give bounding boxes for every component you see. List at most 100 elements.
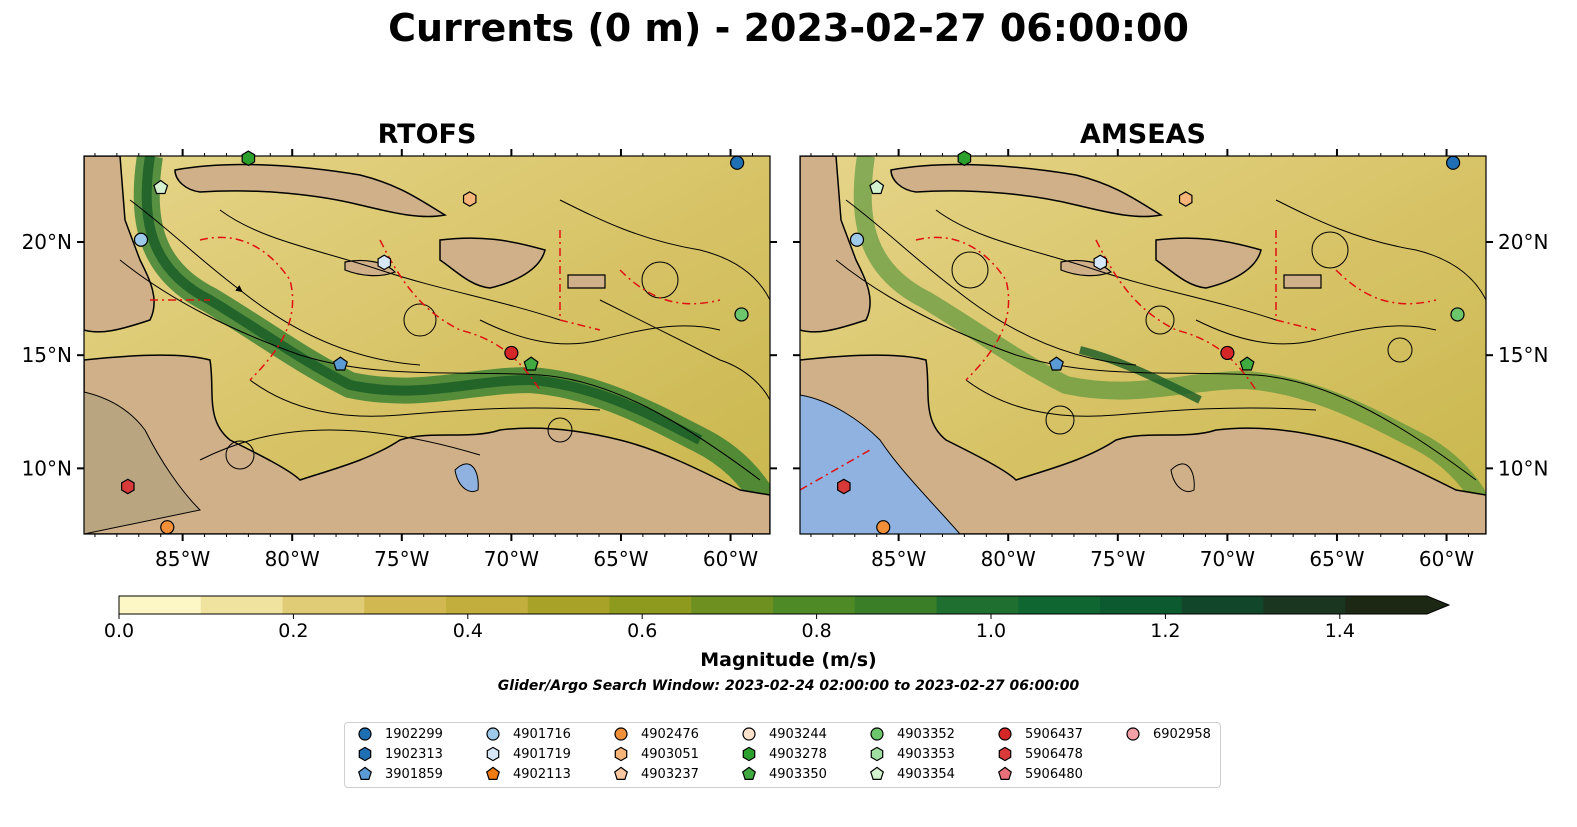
x-tick-label: 65°W — [1309, 547, 1364, 571]
colorbar-segment — [691, 596, 774, 614]
float-marker-4902476 — [160, 520, 175, 535]
legend-marker-circle-icon — [614, 727, 628, 741]
caribbean-current-band — [853, 156, 1486, 515]
legend-label: 4903354 — [897, 766, 955, 782]
x-tick-label: 85°W — [155, 547, 210, 571]
legend-marker-shape — [870, 727, 884, 741]
puerto-rico-land — [1283, 274, 1322, 289]
hispaniola-land — [439, 237, 546, 289]
legend-item-5906478: 5906478 — [997, 746, 1083, 762]
legend-marker-hexagon-icon — [358, 746, 372, 762]
float-marker-4903051 — [462, 191, 477, 207]
legend-marker-hexagon-icon — [742, 746, 756, 762]
float-marker-5906478 — [837, 478, 851, 495]
eez-boundaries — [800, 230, 1437, 491]
x-tick-label: 85°W — [871, 547, 926, 571]
legend-item-4903350: 4903350 — [741, 766, 827, 782]
colorbar-segment — [119, 596, 202, 614]
panama-coast — [84, 391, 202, 534]
legend-label: 4903352 — [897, 726, 955, 742]
legend-marker-shape — [870, 746, 884, 762]
legend-marker-pentagon-icon — [486, 766, 500, 780]
legend-label: 4903244 — [769, 726, 827, 742]
colorbar-tick-label: 0.6 — [627, 620, 657, 640]
south-america-land — [84, 354, 770, 534]
legend-marker-shape — [998, 727, 1012, 741]
float-marker-1902299 — [730, 155, 745, 170]
legend-item-5906480: 5906480 — [997, 766, 1083, 782]
y-tick-label: 20°N — [22, 230, 72, 254]
legend-item-4901716: 4901716 — [485, 726, 571, 742]
colorbar-segment — [1018, 596, 1101, 614]
y-tick-label: 15°N — [22, 343, 72, 367]
legend-marker-shape — [614, 727, 628, 741]
x-tick-label: 65°W — [593, 547, 648, 571]
legend-item-4903051: 4903051 — [613, 746, 699, 762]
colorbar-segment — [200, 596, 283, 614]
legend-marker-shape — [358, 727, 372, 741]
hispaniola-land — [1155, 237, 1262, 289]
legend-marker-circle-icon — [870, 727, 884, 741]
legend-marker-hexagon-icon — [614, 746, 628, 762]
legend-label: 4902476 — [641, 726, 699, 742]
legend-marker-pentagon-icon — [358, 766, 372, 780]
rtofs-map — [84, 156, 770, 534]
colorbar-label: Magnitude (m/s) — [700, 649, 877, 671]
colorbar-segment — [446, 596, 529, 614]
float-marker-4903278 — [241, 150, 256, 167]
float-marker-4901716 — [133, 232, 149, 247]
cuba-land — [890, 163, 1164, 218]
float-marker-4901716 — [849, 232, 865, 247]
colorbar-segment — [854, 596, 937, 614]
main-title: Currents (0 m) - 2023-02-27 06:00:00 — [388, 6, 1189, 50]
legend-label: 4901719 — [513, 746, 571, 762]
legend-marker-pentagon-icon — [998, 766, 1012, 780]
legend-marker-shape — [614, 766, 628, 780]
legend-item-4903353: 4903353 — [869, 746, 955, 762]
legend-marker-shape — [614, 746, 628, 762]
x-tick-label: 75°W — [374, 547, 429, 571]
legend-label: 4903237 — [641, 766, 699, 782]
legend-label: 3901859 — [385, 766, 443, 782]
streamlines — [835, 199, 1486, 481]
legend-item-4903354: 4903354 — [869, 766, 955, 782]
y-tick-label: 15°N — [1498, 343, 1548, 367]
legend-item-6902958: 6902958 — [1125, 726, 1211, 742]
amseas-map-frame — [799, 155, 1487, 535]
float-marker-4903278 — [957, 150, 972, 167]
rtofs-map-frame — [83, 155, 771, 535]
cuba-land — [174, 163, 448, 218]
legend-marker-shape — [486, 766, 500, 780]
legend-marker-pentagon-icon — [614, 766, 628, 780]
legend-marker-shape — [358, 766, 372, 780]
axis-ticks: 85°W 80°W 75°W 70°W 65°W 60°W 20°N 15°N 10°N 85°W… — [22, 149, 1548, 571]
legend-marker-shape — [742, 766, 756, 780]
legend-marker-shape — [1126, 727, 1140, 741]
rtofs-panel-title: RTOFS — [377, 119, 477, 150]
legend-label: 5906478 — [1025, 746, 1083, 762]
x-tick-label: 75°W — [1090, 547, 1145, 571]
colorbar-tick-label: 0.4 — [453, 620, 483, 640]
colorbar-segment — [936, 596, 1019, 614]
legend-marker-hexagon-icon — [998, 746, 1012, 762]
float-marker-4901719 — [377, 254, 392, 271]
x-tick-label: 70°W — [1200, 547, 1255, 571]
legend-label: 5906480 — [1025, 766, 1083, 782]
legend-label: 5906437 — [1025, 726, 1083, 742]
colorbar-tick-label: 1.2 — [1150, 620, 1180, 640]
legend-marker-circle-icon — [358, 727, 372, 741]
streamlines — [119, 199, 770, 481]
legend-marker-shape — [742, 727, 756, 741]
colorbar-segment — [1263, 596, 1346, 614]
south-america-land — [800, 354, 1486, 534]
lake-maracaibo — [1170, 463, 1195, 493]
colorbar-tick-label: 1.0 — [976, 620, 1006, 640]
float-marker-4903350 — [1239, 356, 1255, 371]
legend-label: 1902313 — [385, 746, 443, 762]
y-tick-label: 10°N — [1498, 456, 1548, 480]
legend-item-4903237: 4903237 — [613, 766, 699, 782]
colorbar-segment — [527, 596, 610, 614]
x-tick-label: 60°W — [1419, 547, 1474, 571]
float-marker-5906478 — [121, 478, 135, 495]
legend-item-4902476: 4902476 — [613, 726, 699, 742]
